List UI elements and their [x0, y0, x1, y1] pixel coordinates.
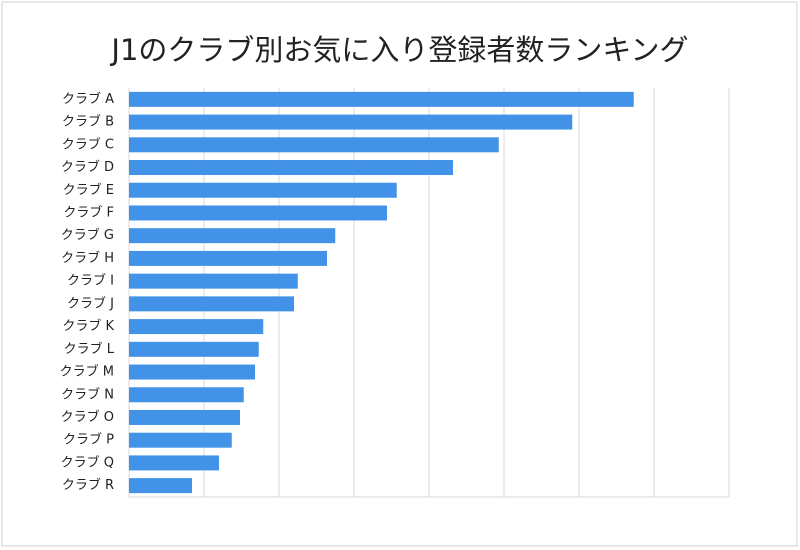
- bar: [129, 296, 294, 312]
- bar: [129, 364, 255, 380]
- bar: [129, 387, 244, 403]
- bar: [129, 205, 387, 221]
- y-tick-label: クラブ Q: [61, 454, 114, 470]
- y-tick-label: クラブ G: [61, 227, 114, 243]
- y-tick-label: クラブ R: [62, 477, 114, 493]
- bar: [129, 182, 397, 198]
- bar: [129, 455, 219, 471]
- y-tick-label: クラブ K: [62, 318, 114, 334]
- y-tick-label: クラブ C: [62, 136, 114, 152]
- bar: [129, 160, 453, 176]
- bar: [129, 319, 264, 335]
- bar: [129, 91, 634, 107]
- y-tick-label: クラブ O: [61, 409, 114, 425]
- bar: [129, 409, 240, 425]
- y-tick-label: クラブ P: [63, 432, 114, 448]
- y-tick-label: クラブ E: [63, 182, 114, 198]
- bar: [129, 137, 499, 153]
- y-tick-label: クラブ B: [62, 114, 114, 130]
- bar: [129, 228, 336, 244]
- bar: [129, 478, 192, 494]
- y-tick-label: クラブ H: [61, 250, 114, 266]
- y-tick-label: クラブ N: [61, 386, 114, 402]
- y-tick-label: クラブ A: [62, 91, 114, 107]
- y-tick-label: クラブ J: [67, 295, 114, 311]
- bar: [129, 341, 259, 357]
- bar: [129, 432, 232, 448]
- bar: [129, 114, 573, 130]
- bar: [129, 250, 327, 266]
- y-tick-label: クラブ D: [61, 159, 114, 175]
- y-tick-label: クラブ F: [63, 204, 114, 220]
- bar: [129, 273, 298, 289]
- y-tick-label: クラブ M: [60, 364, 114, 380]
- y-tick-label: クラブ L: [64, 341, 115, 357]
- chart-title: J1のクラブ別お気に入り登録者数ランキング: [109, 33, 688, 67]
- y-tick-label: クラブ I: [67, 273, 114, 289]
